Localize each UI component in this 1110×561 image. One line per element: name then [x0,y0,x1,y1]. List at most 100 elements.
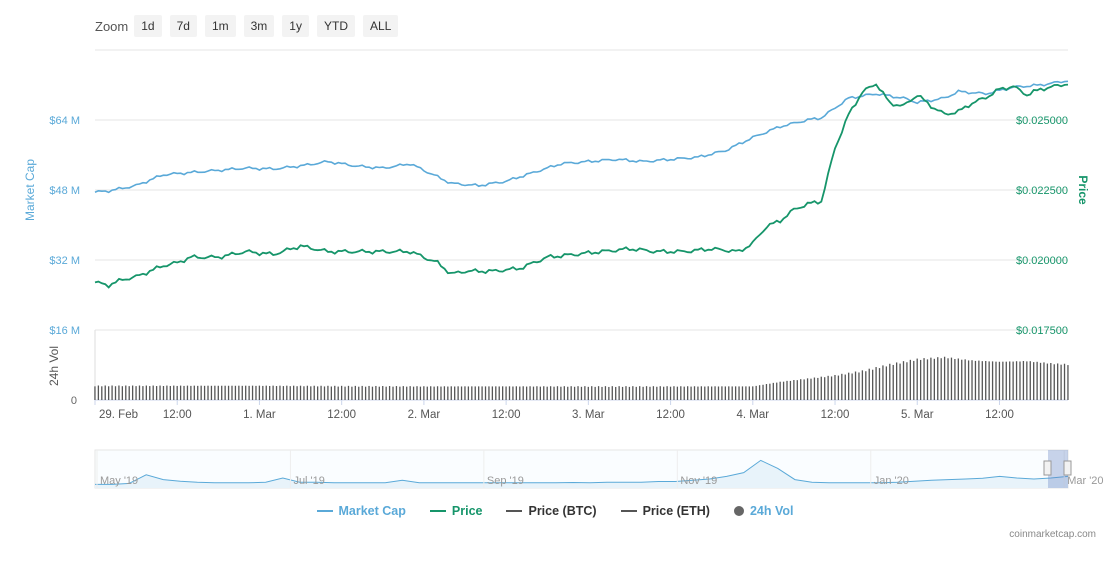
volume-bar [594,386,596,400]
legend-item-market-cap[interactable]: Market Cap [316,504,406,518]
zoom-button-1d[interactable]: 1d [134,15,162,37]
navigator-handle-right[interactable] [1063,460,1072,476]
volume-bar [553,386,555,400]
navigator-label: Jul '19 [293,475,324,487]
legend-item-price-btc[interactable]: Price (BTC) [506,504,597,518]
volume-bar [409,386,411,400]
volume-bar [354,385,356,400]
volume-bar [371,386,374,400]
volume-bar [368,385,370,400]
volume-bar [824,377,826,400]
market-cap-legend-swatch [316,510,333,512]
volume-bar [611,386,613,400]
volume-bar [488,386,490,400]
credits-link[interactable]: coinmarketcap.com [1009,529,1096,540]
volume-bar [313,385,315,400]
volume-bar [382,386,384,400]
volume-bar [1029,361,1031,400]
legend-item-24h-vol[interactable]: 24h Vol [733,504,793,518]
volume-bar [138,385,141,400]
volume-bar [440,386,442,400]
volume-bar [919,359,922,400]
volume-bar [697,386,699,400]
volume-bar [988,361,990,400]
volume-bar [800,379,802,400]
volume-bar [693,386,696,400]
volume-bar [971,360,973,400]
volume-bar [145,385,147,400]
volume-bar [591,386,593,400]
volume-bar [111,385,113,400]
volume-bar [447,386,449,400]
volume-bar [656,386,658,400]
volume-bar [782,381,785,400]
volume-bar [752,386,754,400]
volume-bar [714,386,716,400]
volume-bar [728,386,730,400]
volume-bar [293,385,295,400]
volume-bar [1043,362,1045,400]
volume-bar [549,386,552,400]
volume-bar [868,368,870,400]
volume-bar [512,386,514,400]
volume-bar [460,386,463,400]
zoom-button-ytd[interactable]: YTD [316,15,355,37]
volume-bar [820,376,822,400]
zoom-button-3m[interactable]: 3m [243,15,275,37]
volume-bar [176,385,178,400]
volume-bar [902,361,905,400]
volume-bar [443,386,446,400]
zoom-button-7d[interactable]: 7d [169,15,197,37]
volume-bar [769,383,771,400]
volume-bar [436,386,439,400]
volume-bar [450,386,452,400]
volume-bar [563,386,565,400]
volume-bar [673,386,675,400]
legend-item-price-eth[interactable]: Price (ETH) [620,504,710,518]
price-btc-legend-swatch [506,510,523,512]
volume-bar [700,386,703,400]
volume-bar [895,362,898,400]
volume-bar [707,386,709,400]
volume-bar [981,361,983,400]
volume-bar [745,386,747,400]
volume-bar [652,386,655,400]
volume-bar [618,386,620,400]
x-axis-tick-label: 12:00 [163,409,192,421]
volume-bar [659,386,661,400]
navigator-label: Mar '20 [1067,475,1103,487]
volume-bar [265,385,267,400]
volume-bar [334,385,336,400]
volume-bar [467,386,470,400]
volume-bar [1053,364,1055,400]
volume-bar [872,369,874,400]
volume-bar [865,371,867,400]
volume-bar [330,386,332,400]
zoom-button-1m[interactable]: 1m [204,15,236,37]
volume-bar [584,386,586,400]
volume-bar [991,361,994,400]
volume-bar [378,386,380,400]
navigator-handle-left[interactable] [1043,460,1052,476]
volume-bar [1063,363,1066,400]
volume-bar [395,386,398,400]
left-axis-tick-label: $16 M [49,325,80,337]
left-axis-tick-label: $64 M [49,115,80,127]
volume-bar [423,386,425,400]
navigator-selection[interactable] [1048,450,1068,488]
volume-bar [789,380,792,400]
x-axis-tick-label: 1. Mar [243,409,276,421]
volume-bar [813,377,816,400]
volume-bar [149,386,151,400]
volume-bar [1019,361,1021,400]
x-axis-tick-label: 12:00 [327,409,356,421]
volume-bar [687,386,689,400]
volume-bar [532,386,535,400]
zoom-button-all[interactable]: ALL [362,15,399,37]
volume-bar [625,386,627,400]
volume-bar [717,386,720,400]
volume-bar [543,386,545,400]
zoom-button-1y[interactable]: 1y [282,15,309,37]
legend-item-price[interactable]: Price [429,504,482,518]
